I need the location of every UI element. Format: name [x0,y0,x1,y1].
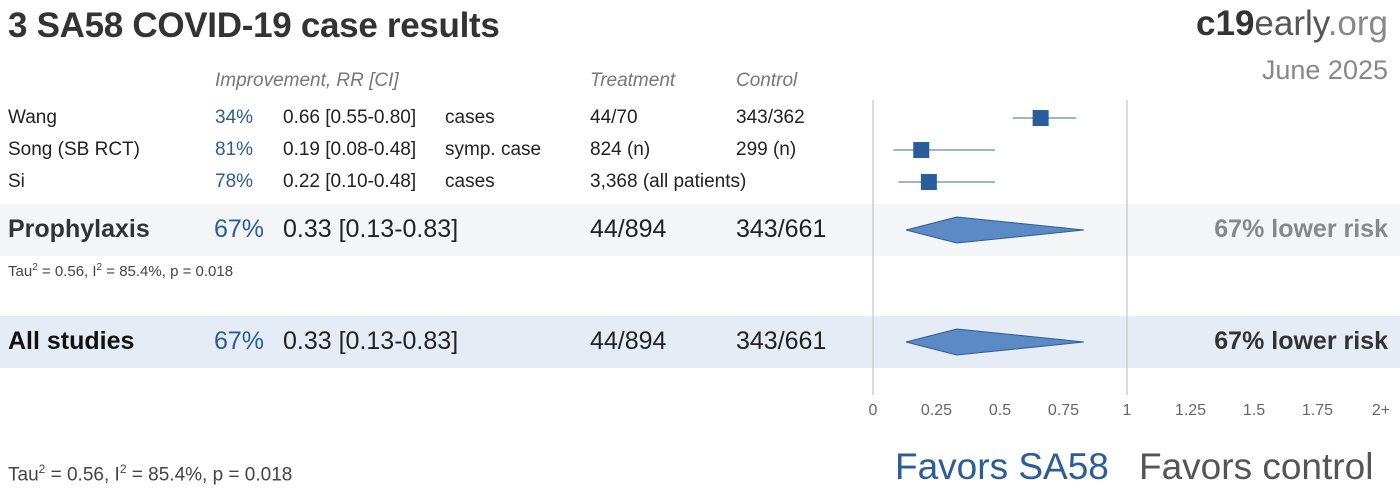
x-tick-label: 1.5 [1243,402,1265,419]
header-treatment: Treatment [590,70,676,91]
prophylaxis-improvement: 67% [214,215,265,243]
all-studies-treatment: 44/894 [590,327,667,355]
date-label: June 2025 [1261,55,1388,85]
brand-logo[interactable]: c19early.org [1196,4,1388,44]
x-tick-label: 0.25 [921,402,952,419]
x-tick-label: 0.75 [1048,402,1079,419]
favors-control-label: Favors control [1139,446,1374,487]
study-treatment: 3,368 (all patients) [590,171,747,192]
study-name: Wang [8,107,57,128]
prophylaxis-rr-ci: 0.33 [0.13-0.83] [283,215,459,243]
study-rr-ci: 0.66 [0.55-0.80] [283,107,417,128]
prophylaxis-control: 343/661 [736,215,827,243]
study-name: Song (SB RCT) [8,139,140,160]
favors-treatment-label: Favors SA58 [895,446,1109,487]
page-title: 3 SA58 COVID-19 case results [8,6,500,45]
study-name: Si [8,171,25,192]
study-treatment: 824 (n) [590,139,651,160]
prophylaxis-stats: Tau2 = 0.56, I2 = 85.4%, p = 0.018 [8,262,234,280]
all-studies-stats: Tau2 = 0.56, I2 = 85.4%, p = 0.018 [8,462,293,486]
study-outcome: cases [445,171,495,192]
study-improvement: 81% [215,139,254,160]
header-control: Control [736,70,798,91]
study-outcome: symp. case [445,139,542,160]
all-studies-label: All studies [8,327,135,355]
prophylaxis-treatment: 44/894 [590,215,667,243]
brand-part2: early [1254,4,1328,43]
study-control: 299 (n) [736,139,797,160]
study-improvement: 78% [215,171,254,192]
pooled-diamond [905,216,1084,244]
study-improvement: 34% [215,107,254,128]
study-control: 343/362 [736,107,805,128]
x-tick-label: 0 [869,402,878,419]
study-rr-ci: 0.22 [0.10-0.48] [283,171,417,192]
prophylaxis-band [0,204,1400,256]
brand-part1: c19 [1196,4,1255,43]
header-improvement: Improvement, RR [CI] [215,70,399,91]
x-tick-label: 2+ [1372,402,1390,419]
effect-marker [913,142,930,158]
all-studies-improvement: 67% [214,327,265,355]
pooled-diamond [905,328,1084,356]
all-studies-band [0,316,1400,368]
x-tick-label: 1 [1123,402,1132,419]
x-tick-label: 1.75 [1302,402,1333,419]
study-rr-ci: 0.19 [0.08-0.48] [283,139,417,160]
all-studies-risk-text: 67% lower risk [1214,327,1388,355]
effect-marker [1032,110,1049,126]
effect-marker [920,174,937,190]
all-studies-control: 343/661 [736,327,827,355]
study-outcome: cases [445,107,495,128]
x-tick-label: 0.5 [989,402,1011,419]
brand-part3: .org [1327,4,1388,43]
prophylaxis-label: Prophylaxis [8,215,150,243]
study-treatment: 44/70 [590,107,638,128]
x-tick-label: 1.25 [1175,402,1206,419]
all-studies-rr-ci: 0.33 [0.13-0.83] [283,327,459,355]
prophylaxis-risk-text: 67% lower risk [1214,215,1388,243]
